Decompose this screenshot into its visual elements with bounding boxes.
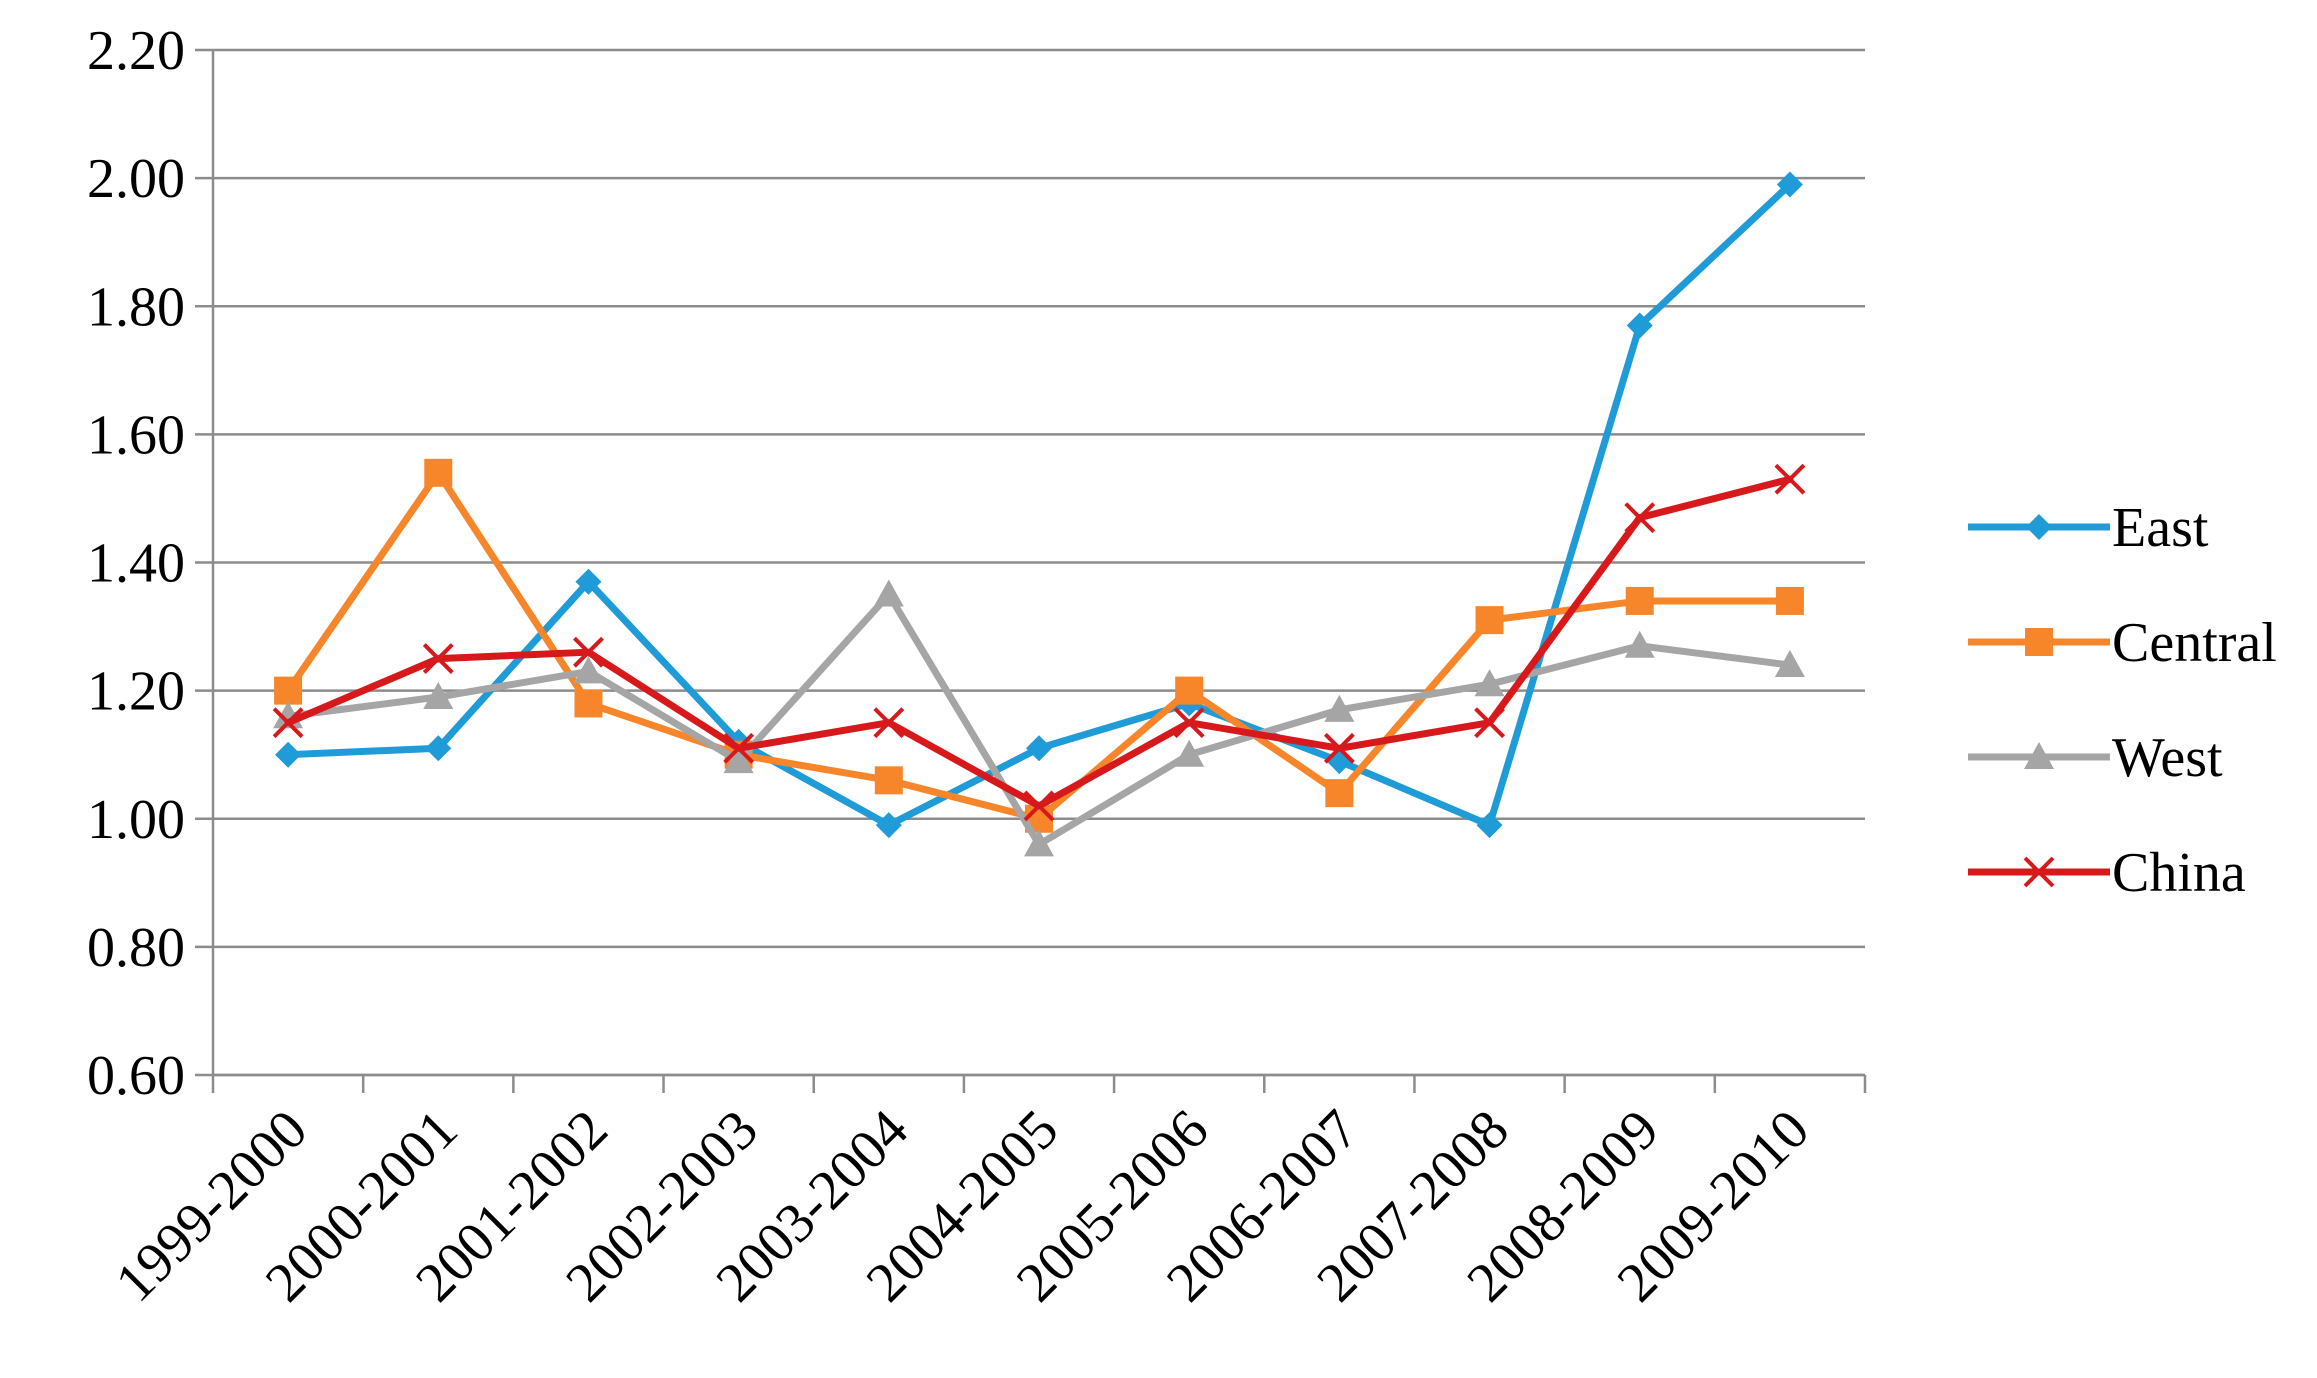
data-point-east [875,812,902,839]
data-point-central [1625,586,1654,615]
x-marker-stroke [873,707,905,739]
legend-marker-china [2023,856,2055,888]
legend-label-central: Central [2112,612,2277,674]
y-tick-label: 2.20 [87,20,185,82]
data-point-central [1475,606,1504,635]
data-point-central [1775,586,1804,615]
data-point-west [1774,650,1805,677]
data-point-west [423,682,454,710]
legend-marker-central [2025,628,2053,656]
x-marker-stroke [1173,707,1205,739]
data-point-china [272,707,304,739]
y-tick-label: 1.40 [87,533,185,595]
x-marker-stroke [272,707,304,739]
series-east [275,171,1803,839]
y-tick-label: 1.60 [87,404,185,466]
data-point-china [1323,732,1355,764]
data-point-west [1324,694,1355,722]
gridlines [213,48,1865,1077]
series-group [272,171,1806,857]
x-marker-stroke [573,636,604,668]
y-tick-label: 1.20 [87,661,185,723]
legend-item-central: Central [1968,612,2277,674]
data-point-china [1023,790,1055,822]
data-point-west [1624,630,1655,658]
data-point-central [574,689,603,718]
data-point-west [1174,739,1205,767]
data-point-east [1776,171,1803,198]
legend-marker-west [2024,742,2054,769]
data-point-west [723,746,754,774]
x-marker-stroke [1624,502,1656,534]
x-marker-stroke [1023,790,1055,822]
series-central [274,458,1804,833]
legend-label-west: West [2112,727,2223,789]
data-point-east [1026,735,1052,762]
x-marker-stroke [1774,463,1806,495]
data-point-central [274,676,303,705]
y-axis-ticks: 0.60 0.80 1.00 1.20 1.40 1.60 1.80 2.00 2.20 [87,20,213,1107]
data-point-west [573,656,604,684]
legend-label-china: China [2112,842,2246,904]
y-tick-label: 1.00 [87,789,185,851]
data-point-east [1326,748,1353,775]
x-marker-stroke [2023,856,2055,888]
series-line-central [284,469,1794,823]
data-point-china [1173,707,1205,739]
legend-item-china: China [1968,842,2246,904]
data-point-china [422,643,454,675]
data-point-east [1626,312,1653,339]
legend: East Central West China [1968,497,2277,904]
data-point-china [573,636,604,668]
legend-item-west: West [1968,727,2223,789]
series-west [273,579,1805,857]
y-tick-label: 0.60 [87,1045,185,1107]
y-tick-label: 1.80 [87,276,185,338]
x-axis-ticks: 1999-20002000-20012001-20022002-20032003… [104,1075,1867,1314]
x-marker-stroke [1323,732,1355,764]
data-point-central [1325,779,1354,808]
data-point-china [723,732,755,764]
data-point-central [424,458,453,487]
data-point-east [425,735,452,762]
data-point-west [1474,669,1505,697]
x-marker-stroke [1474,707,1505,739]
data-point-east [575,568,602,595]
data-point-west [873,579,904,607]
y-tick-label: 0.80 [87,917,185,979]
series-china [272,463,1806,822]
data-point-west [1024,829,1054,857]
x-marker-stroke [422,643,454,675]
data-point-china [1624,502,1656,534]
data-point-china [873,707,905,739]
y-tick-label: 2.00 [87,148,185,210]
data-point-central [1175,676,1204,705]
legend-item-east: East [1968,497,2209,559]
legend-marker-east [2026,514,2052,540]
data-point-central [874,766,903,795]
x-marker-stroke [723,732,755,764]
data-point-east [1476,812,1503,839]
data-point-china [1474,707,1505,739]
legend-label-east: East [2112,497,2209,559]
data-point-east [275,741,302,768]
series-line-east [284,181,1794,829]
data-point-china [1774,463,1806,495]
